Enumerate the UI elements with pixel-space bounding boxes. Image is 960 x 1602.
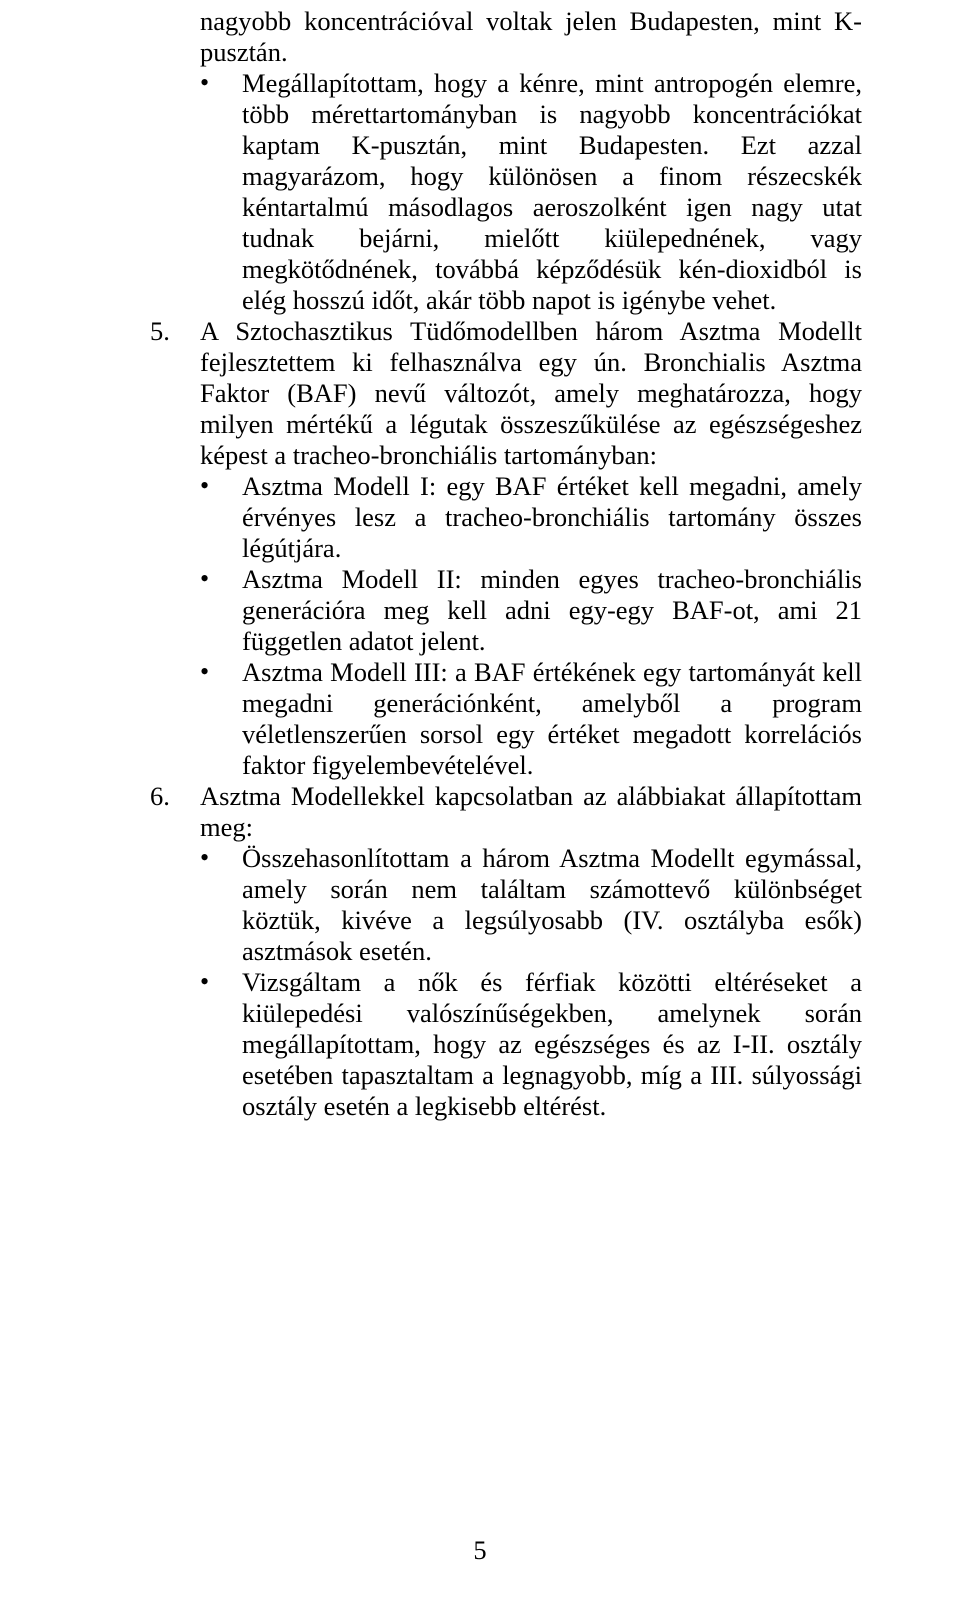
list-number: 6. <box>150 781 200 843</box>
list-text: Asztma Modellekkel kapcsolatban az alább… <box>200 781 862 843</box>
bullet-dot-icon: • <box>200 564 242 657</box>
paragraph-intro-1: nagyobb koncentrációval voltak jelen Bud… <box>150 6 862 68</box>
bullet-5b: • Asztma Modell II: minden egyes tracheo… <box>150 564 862 657</box>
bullet-text: Asztma Modell II: minden egyes tracheo-b… <box>242 564 862 657</box>
list-item-6: 6. Asztma Modellekkel kapcsolatban az al… <box>150 781 862 843</box>
bullet-5c: • Asztma Modell III: a BAF értékének egy… <box>150 657 862 781</box>
bullet-6a: • Összehasonlítottam a három Asztma Mode… <box>150 843 862 967</box>
document-page: nagyobb koncentrációval voltak jelen Bud… <box>0 0 960 1602</box>
page-number: 5 <box>0 1535 960 1566</box>
bullet-text: Összehasonlítottam a három Asztma Modell… <box>242 843 862 967</box>
bullet-dot-icon: • <box>200 471 242 564</box>
bullet-5a: • Asztma Modell I: egy BAF értéket kell … <box>150 471 862 564</box>
bullet-intro-2: • Megállapítottam, hogy a kénre, mint an… <box>150 68 862 316</box>
list-item-5: 5. A Sztochasztikus Tüdőmodellben három … <box>150 316 862 471</box>
bullet-text: Asztma Modell I: egy BAF értéket kell me… <box>242 471 862 564</box>
bullet-text: Vizsgáltam a nők és férfiak közötti elté… <box>242 967 862 1122</box>
bullet-dot-icon: • <box>200 657 242 781</box>
bullet-text: Asztma Modell III: a BAF értékének egy t… <box>242 657 862 781</box>
bullet-dot-icon: • <box>200 843 242 967</box>
bullet-dot-icon: • <box>200 967 242 1122</box>
bullet-dot-icon: • <box>200 68 242 316</box>
bullet-6b: • Vizsgáltam a nők és férfiak közötti el… <box>150 967 862 1122</box>
list-text: A Sztochasztikus Tüdőmodellben három Asz… <box>200 316 862 471</box>
list-number: 5. <box>150 316 200 471</box>
bullet-text: Megállapítottam, hogy a kénre, mint antr… <box>242 68 862 316</box>
